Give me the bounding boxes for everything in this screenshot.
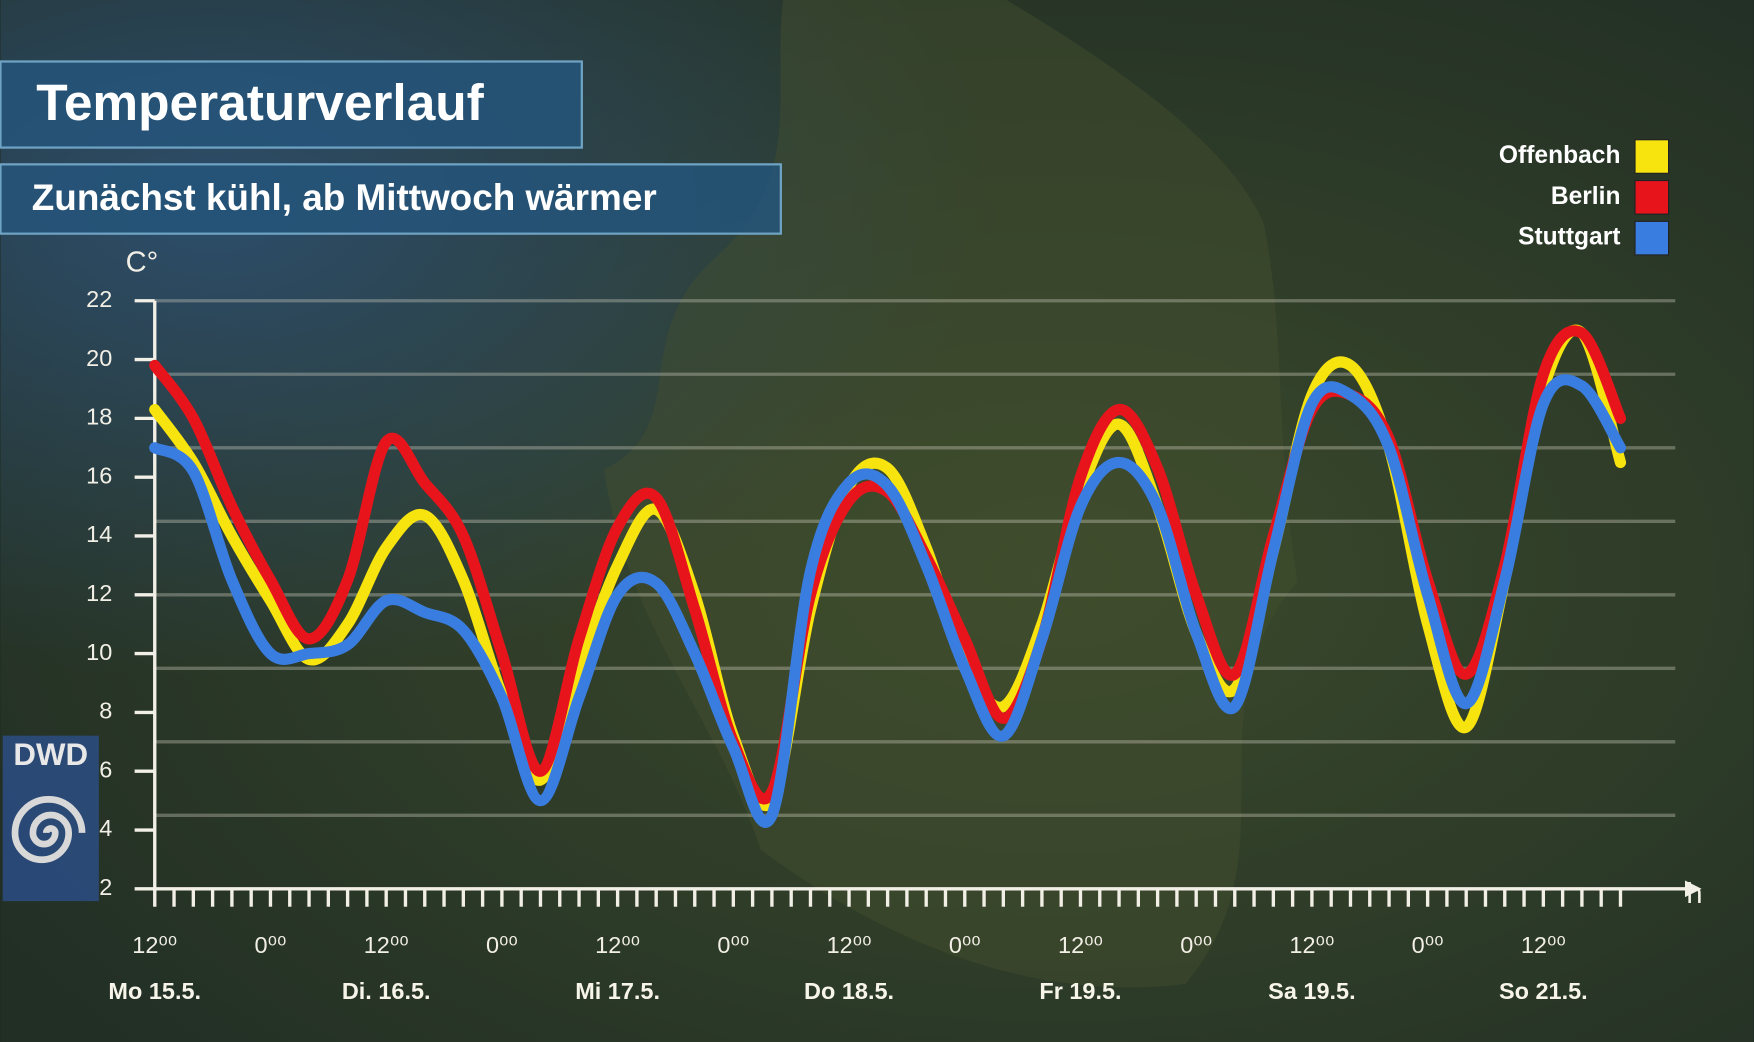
y-tick-label: 10 [86,639,112,665]
day-label: Sa 19.5. [1268,978,1355,1004]
x-tick-label: 12⁰⁰ [364,932,409,958]
x-tick-label: 0⁰⁰ [255,932,287,958]
legend-label: Berlin [1551,183,1621,210]
legend-label: Offenbach [1499,142,1621,169]
logo-spiral [11,796,86,864]
subtitle-box [0,163,782,235]
chart-title: Temperaturverlauf [36,73,484,131]
series-line [149,374,1627,828]
day-label: Fr 19.5. [1039,978,1121,1004]
y-tick-label: 14 [86,521,112,547]
day-label: Di. 16.5. [342,978,431,1004]
x-tick-label: 12⁰⁰ [1289,932,1334,958]
y-tick-label: 4 [99,815,112,841]
x-tick-label: 0⁰⁰ [1180,932,1212,958]
x-tick-label: 12⁰⁰ [1058,932,1103,958]
x-tick-label: 12⁰⁰ [827,932,872,958]
x-tick-label: 0⁰⁰ [717,932,749,958]
x-tick-label: 0⁰⁰ [1412,932,1444,958]
y-tick-label: 2 [99,874,112,900]
y-tick-label: 20 [86,345,112,371]
x-axis-label: h [1686,878,1702,910]
x-tick-label: 12⁰⁰ [132,932,177,958]
logo: DWD [2,735,99,902]
day-label: Mo 15.5. [108,978,201,1004]
y-tick-label: 6 [99,756,112,782]
x-tick-label: 12⁰⁰ [1521,932,1566,958]
y-tick-label: 22 [86,286,112,312]
plot: 2 4 6 8 10 12 14 16 18 20 22 12⁰⁰ 0⁰⁰ 12⁰⁰ 0⁰⁰ 12⁰⁰ 0⁰⁰ 1… [86,139,1702,1004]
y-tick-label: 8 [99,698,112,724]
x-tick-label: 0⁰⁰ [486,932,518,958]
y-axis-label: C° [126,247,159,279]
logo-text: DWD [13,737,88,772]
legend-label: Stuttgart [1518,224,1620,251]
title-box [0,60,583,149]
x-tick-label: 0⁰⁰ [949,932,981,958]
day-label: So 21.5. [1499,978,1588,1004]
y-tick-label: 12 [86,580,112,606]
land-shape [604,0,1298,988]
legend-swatch [1634,220,1670,256]
legend-swatch [1634,139,1670,174]
chart-subtitle: Zunächst kühl, ab Mittwoch wärmer [32,177,657,218]
x-tick-label: 12⁰⁰ [595,932,640,958]
day-label: Do 18.5. [804,978,894,1004]
y-tick-label: 18 [86,404,112,430]
day-label: Mi 17.5. [575,978,660,1004]
legend-swatch [1634,180,1670,215]
y-tick-label: 16 [86,462,112,488]
